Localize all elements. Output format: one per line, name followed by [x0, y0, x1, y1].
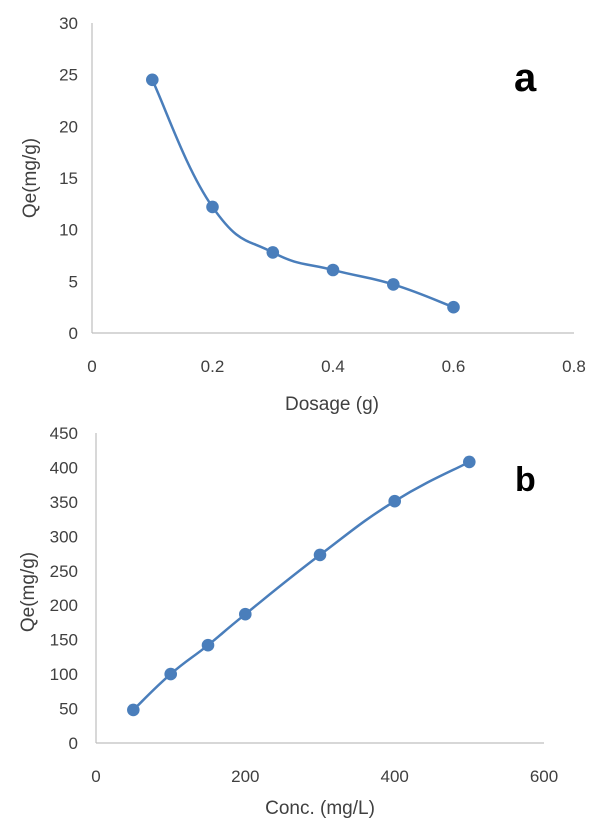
data-point: [164, 667, 177, 681]
y-tick-label: 450: [50, 424, 78, 443]
y-tick-label: 300: [50, 527, 78, 546]
x-tick-label: 0.2: [201, 357, 225, 376]
chart-panel-a: 0 5 10 15 20 25 30 0 0.2 0.4 0.6 0.8 Dosage (g) Qe…: [20, 14, 586, 415]
y-axis-title-b: Qe(mg/g): [18, 552, 39, 632]
y-tick-labels-b: 0 50 100 150 200 250 300 350 400 450: [50, 424, 78, 753]
data-point: [201, 638, 215, 652]
y-tick-label: 5: [69, 272, 78, 291]
series-line-b: [132, 460, 470, 711]
data-point: [146, 73, 159, 87]
y-axis-title-a: Qe(mg/g): [20, 138, 41, 218]
x-axis-title-a: Dosage (g): [285, 394, 379, 415]
y-tick-label: 50: [59, 700, 78, 719]
data-point: [387, 278, 400, 291]
y-tick-label: 25: [59, 66, 78, 85]
x-tick-label: 0.4: [321, 357, 345, 376]
y-tick-label: 20: [59, 117, 78, 136]
panel-label-a: a: [514, 56, 537, 100]
x-axis-title-b: Conc. (mg/L): [265, 798, 375, 819]
y-tick-label: 15: [59, 169, 78, 188]
y-tick-label: 0: [69, 734, 78, 753]
data-point: [127, 703, 140, 717]
data-point: [388, 494, 402, 508]
y-tick-label: 30: [59, 14, 78, 33]
data-point: [463, 455, 476, 469]
y-tick-label: 0: [69, 324, 78, 343]
data-point: [266, 246, 280, 259]
series-line-a: [151, 79, 454, 309]
y-tick-labels-a: 0 5 10 15 20 25 30: [59, 14, 78, 343]
x-tick-label: 0.6: [442, 357, 466, 376]
data-points-b: [127, 455, 476, 717]
x-tick-label: 200: [231, 767, 259, 786]
x-tick-label: 0: [87, 357, 96, 376]
x-tick-label: 0: [91, 767, 100, 786]
y-tick-label: 10: [59, 221, 78, 240]
x-tick-labels-a: 0 0.2 0.4 0.6 0.8: [87, 357, 586, 376]
y-tick-label: 350: [50, 493, 78, 512]
y-tick-label: 250: [50, 562, 78, 581]
x-tick-labels-b: 0 200 400 600: [91, 767, 558, 786]
data-points-a: [146, 73, 460, 314]
y-tick-label: 100: [50, 665, 78, 684]
y-tick-label: 150: [50, 631, 78, 650]
x-tick-label: 0.8: [562, 357, 586, 376]
data-point: [326, 263, 340, 277]
data-point: [206, 200, 219, 214]
data-point: [239, 607, 252, 621]
panel-label-b: b: [515, 461, 536, 499]
y-tick-label: 200: [50, 596, 78, 615]
data-point: [313, 548, 327, 562]
x-tick-label: 400: [381, 767, 409, 786]
data-point: [447, 300, 460, 314]
y-tick-label: 400: [50, 458, 78, 477]
x-tick-label: 600: [530, 767, 558, 786]
chart-panel-b: 0 50 100 150 200 250 300 350 400 450 0 200 400 600 C…: [18, 424, 558, 819]
